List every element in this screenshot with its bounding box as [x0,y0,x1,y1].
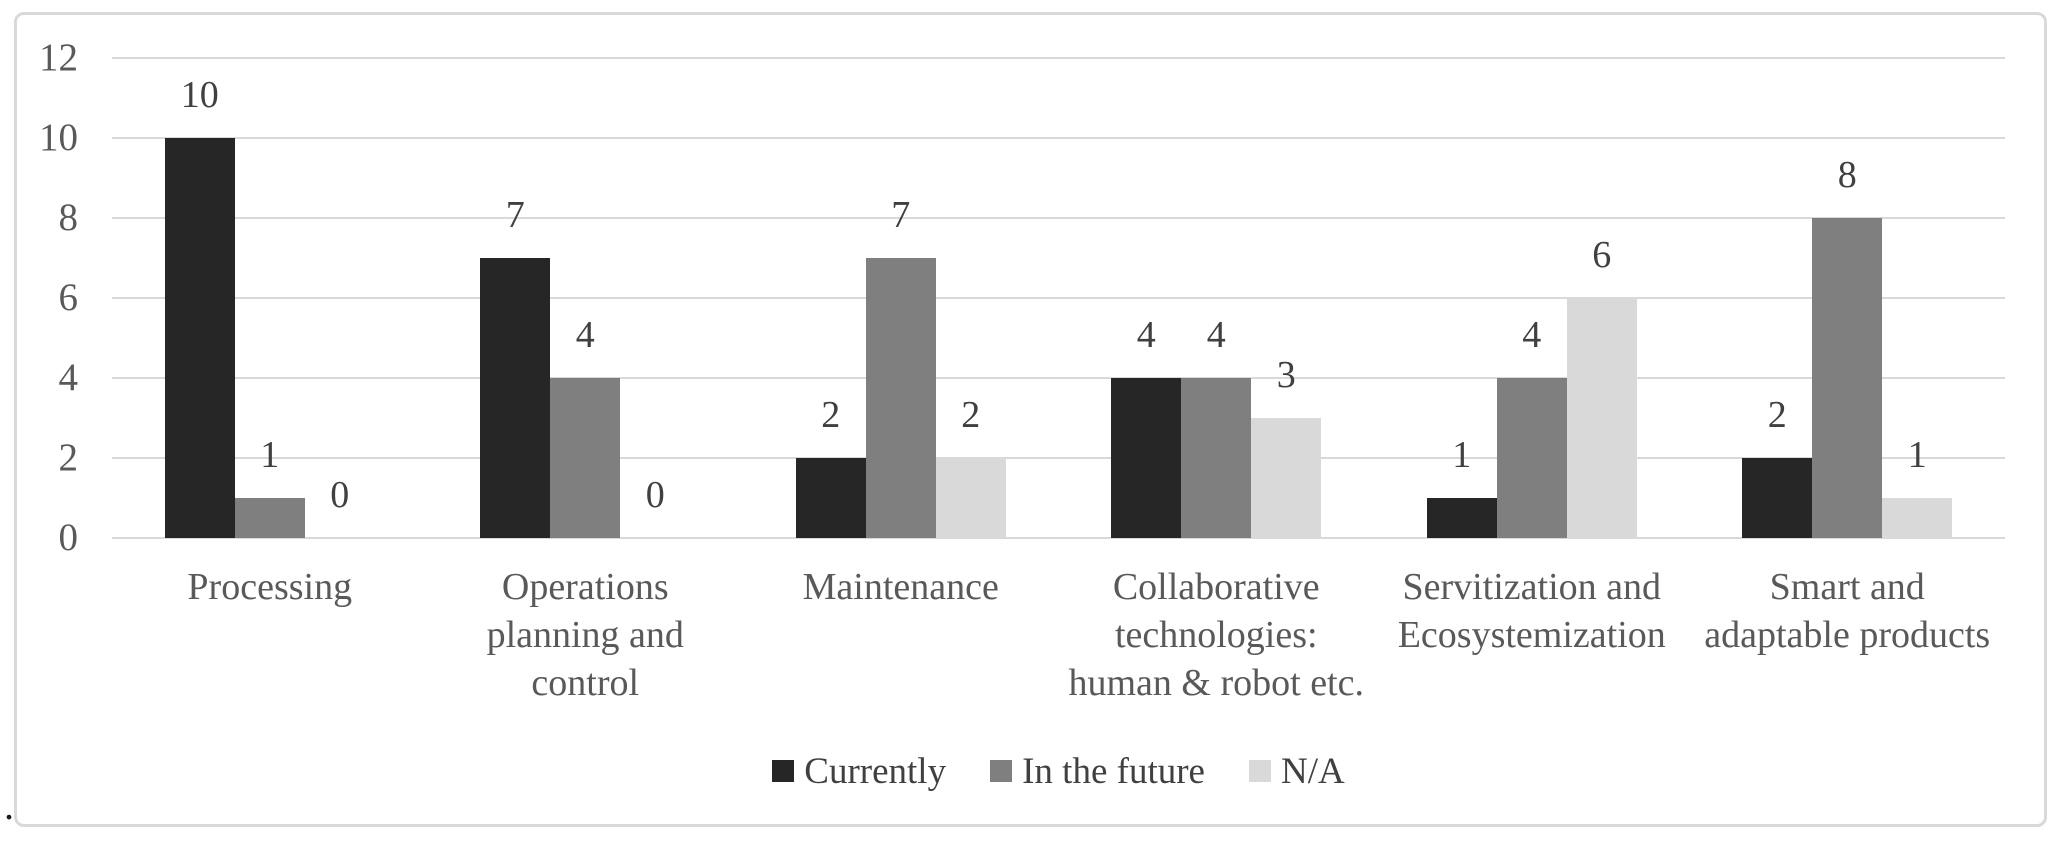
gridline [112,137,2005,139]
gridline [112,297,2005,299]
legend-swatch-icon [772,760,795,782]
y-tick-label: 2 [58,436,79,479]
legend: Currently In the future N/A [112,747,2005,795]
bar-value-label: 4 [1206,314,1226,356]
category-label: Collaborative technologies: human & robo… [1068,566,1364,704]
bar-value-label: 7 [891,194,911,236]
bar-value-label: 4 [1522,314,1542,356]
category-label: Smart and adaptable products [1704,566,1991,656]
bar-value-label: 10 [180,74,219,116]
bar [1251,418,1322,538]
legend-label: N/A [1280,750,1345,792]
gridline [112,217,2005,219]
bar [234,498,305,538]
chart-border-frame [14,12,2047,827]
stray-period-text: . [4,783,14,828]
gridline [112,537,2005,539]
gridline [112,377,2005,379]
bar-value-label: 4 [575,314,595,356]
bar [1111,378,1182,538]
bar [935,458,1006,538]
bar [164,138,235,538]
bar [480,258,551,538]
legend-swatch-icon [990,760,1013,782]
y-tick-label: 8 [58,196,79,239]
y-tick-label: 6 [58,276,79,319]
bar-value-label: 7 [505,194,525,236]
bar-value-label: 0 [330,474,350,516]
category-label: Maintenance [802,566,999,608]
legend-item: N/A [1248,750,1345,793]
bar [550,378,621,538]
bar-value-label: 2 [961,394,981,436]
category-label: Processing [187,566,353,608]
bar [1181,378,1252,538]
legend-swatch-icon [1248,760,1271,782]
bar [1496,378,1567,538]
bar [1566,298,1637,538]
bar-value-label: 1 [1907,434,1927,476]
bar [1812,218,1883,538]
bar-value-label: 4 [1136,314,1156,356]
y-tick-label: 0 [58,516,79,559]
bar [1426,498,1497,538]
bar [865,258,936,538]
bar-value-label: 2 [1767,394,1787,436]
legend-item: Currently [772,750,946,793]
bar-value-label: 8 [1837,154,1857,196]
category-label: Operations planning and control [486,566,684,704]
legend-item: In the future [990,750,1205,793]
bar-value-label: 1 [260,434,280,476]
bar [795,458,866,538]
y-tick-label: 10 [39,116,78,159]
bar-value-label: 0 [645,474,665,516]
y-tick-label: 12 [39,36,78,79]
bar-value-label: 3 [1276,354,1296,396]
gridline [112,457,2005,459]
bar [1882,498,1953,538]
bar-value-label: 2 [821,394,841,436]
category-label: Servitization and Ecosystemization [1397,566,1666,656]
legend-label: In the future [1022,750,1205,792]
gridline [112,57,2005,59]
bar-value-label: 6 [1592,234,1612,276]
legend-label: Currently [804,750,947,792]
bar [1742,458,1813,538]
bar-value-label: 1 [1452,434,1472,476]
y-tick-label: 4 [58,356,79,399]
